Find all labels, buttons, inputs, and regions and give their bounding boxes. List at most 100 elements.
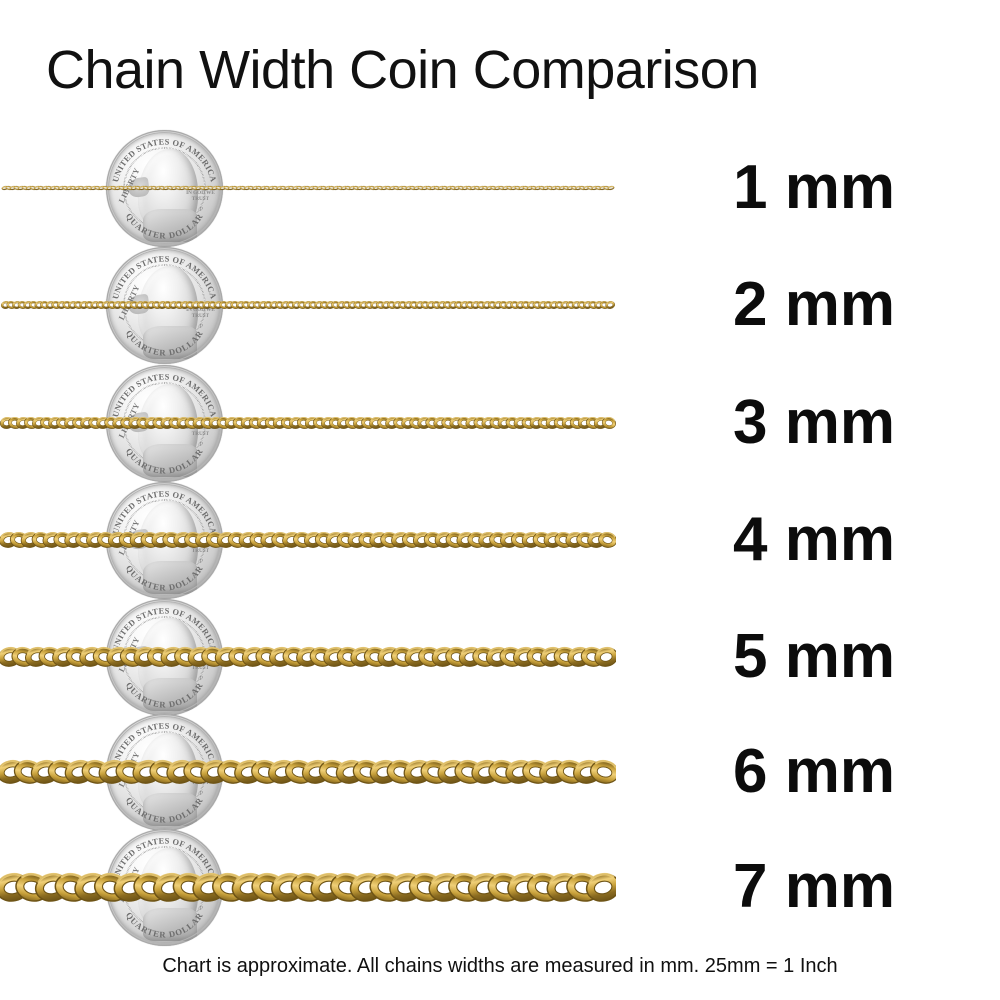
chain-link: [401, 185, 409, 191]
chain-link: [527, 301, 537, 309]
chain-link: [587, 532, 607, 548]
chain-link: [47, 759, 77, 784]
chain-link: [336, 532, 356, 548]
chain-link: [538, 301, 548, 309]
chain-link: [433, 185, 441, 191]
chain-link: [377, 417, 392, 429]
chain-link: [90, 301, 101, 309]
chain-link: [0, 759, 27, 784]
chain-link: [248, 185, 255, 191]
chain-link: [96, 301, 106, 309]
coin-legend-motto: IN GOD WE TRUST: [186, 774, 215, 787]
chain-link: [350, 646, 375, 667]
chain-link: [412, 532, 432, 548]
chain-link: [324, 185, 332, 191]
chain-link: [252, 185, 259, 191]
chain-link: [506, 185, 514, 191]
chain-link: [431, 646, 456, 667]
chain-link: [403, 301, 414, 309]
coin-mint-mark: P: [199, 323, 204, 330]
chain-link: [303, 532, 323, 548]
chain-link: [33, 185, 41, 191]
chain-link: [84, 301, 95, 309]
chain-link: [72, 417, 87, 429]
chain-link: [296, 185, 304, 191]
chain-link: [38, 646, 63, 667]
chain-link: [554, 532, 574, 548]
chain-link: [42, 532, 62, 548]
chain-link: [385, 417, 400, 429]
chain-link: [321, 417, 336, 429]
chain-link: [587, 185, 595, 191]
chain-link: [471, 301, 481, 309]
chain-link: [269, 646, 293, 667]
chain-link: [328, 185, 336, 191]
chain-link: [325, 301, 336, 309]
chain-link: [474, 185, 482, 191]
chain-link: [540, 646, 564, 667]
chain-link: [441, 417, 456, 429]
chain-link: [507, 872, 542, 902]
chain-link: [415, 301, 425, 309]
chain-link: [364, 301, 375, 309]
size-label-6mm: 6 mm: [733, 737, 895, 806]
chain-link: [45, 301, 56, 309]
chain-link: [489, 417, 504, 429]
chain-link: [247, 301, 257, 309]
chain-link: [65, 646, 90, 667]
chain-link: [365, 185, 373, 191]
chain-link: [340, 185, 348, 191]
chain-link: [545, 417, 560, 429]
chain-link: [0, 646, 22, 667]
chain-link: [79, 301, 89, 309]
chain-link: [369, 872, 404, 902]
chain-link: [595, 185, 603, 191]
chain-link: [86, 185, 94, 191]
chain-link: [553, 417, 568, 429]
chain-link: [573, 759, 603, 784]
chain-link: [303, 301, 313, 309]
chain-link: [235, 301, 246, 309]
chain-link: [98, 185, 106, 191]
coin-quarter: UNITED STATES OF AMERICA QUARTER DOLLAR …: [106, 364, 223, 482]
chain-link: [445, 532, 465, 548]
chain-link: [272, 417, 287, 429]
chain-link: [409, 185, 417, 191]
chain-link: [308, 301, 319, 309]
chain-link: [223, 185, 231, 191]
chain-link: [312, 185, 320, 191]
chain-link: [565, 532, 585, 548]
chain-link: [80, 417, 95, 429]
chain-link: [397, 185, 405, 191]
chain-link: [401, 417, 416, 429]
chain-link: [369, 417, 384, 429]
chain-link: [404, 646, 429, 667]
chain-link: [64, 417, 79, 429]
chain-link: [513, 417, 528, 429]
chain-link: [567, 185, 575, 191]
chain-link: [405, 185, 413, 191]
chain-link: [478, 532, 498, 548]
chain-link: [369, 185, 377, 191]
chain-link: [352, 759, 382, 784]
chain-link: [232, 417, 247, 429]
size-label-1mm: 1 mm: [733, 153, 895, 222]
chain-graphic: [0, 301, 616, 309]
chain-link: [239, 185, 247, 191]
chain-link: [538, 185, 546, 191]
chain-link: [320, 185, 328, 191]
chain-link: [465, 417, 480, 429]
chain-link: [448, 301, 459, 309]
chain-link: [529, 417, 544, 429]
chain-link: [21, 185, 29, 191]
chain-link: [228, 646, 253, 667]
chain-link: [58, 185, 66, 191]
chain-link: [318, 759, 348, 784]
chain-link: [79, 646, 103, 667]
chain-link: [28, 301, 39, 309]
chain-link: [40, 301, 50, 309]
chain-link: [420, 301, 431, 309]
chain-link: [462, 185, 469, 191]
chain-link: [488, 759, 518, 784]
chain-link: [275, 301, 285, 309]
